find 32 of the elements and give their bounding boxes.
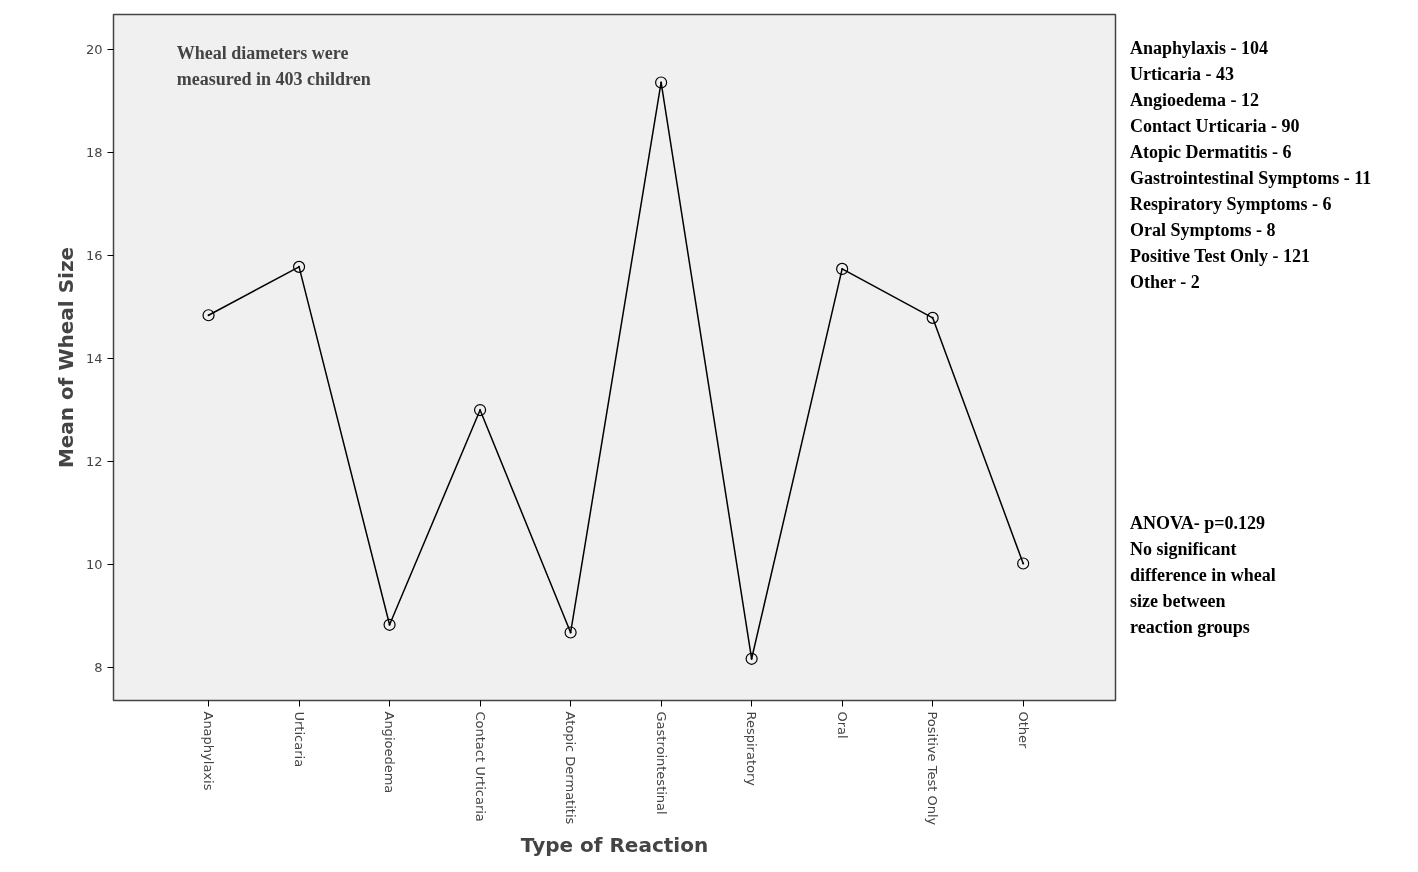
point [202, 309, 215, 322]
text: ANOVA- p=0.129 No significant difference in wheal size between reaction groups [1130, 512, 1276, 639]
x-tick-label: Atopic Dermatitis [563, 711, 579, 825]
point [473, 403, 487, 417]
x-tick-label: Angioedema [382, 711, 398, 794]
x-tick-label: Other [1015, 711, 1031, 750]
y-tick-label: 8 [94, 660, 103, 676]
point [1017, 557, 1030, 570]
x-tick-label: Gastrointestinal [653, 711, 669, 815]
x-tick-label: Oral [834, 711, 850, 739]
x-tick-label: Positive Test Only [925, 711, 941, 826]
y-tick-label: 18 [85, 145, 103, 161]
point [926, 311, 939, 324]
y-axis-title: Mean of Wheal Size [53, 246, 78, 469]
y-tick-label: 16 [85, 248, 103, 264]
x-tick-label: Respiratory [744, 711, 760, 787]
x-axis-title: Type of Reaction [520, 833, 709, 858]
point [836, 262, 849, 276]
y-tick-label: 14 [85, 351, 103, 367]
annotation: Wheal diameters were measured in 403 children [176, 42, 371, 89]
y-tick-label: 10 [85, 557, 103, 573]
point [292, 260, 306, 273]
x-tick-label: Urticaria [291, 711, 307, 768]
text: Anaphylaxis - 104 Urticaria - 43 Angioedema - 12 Contact Urticaria - 90 Atopic Dermatitis - 6 Gastrointestinal Symptoms - 11 Respiratory Symptoms - 6 Oral Symptoms - 8 Positive Test Only - 121 Other - 2 [1130, 38, 1372, 292]
y-tick-label: 12 [85, 454, 103, 470]
y-tick-label: 20 [85, 42, 103, 58]
point [745, 652, 758, 665]
x-tick-label: Anaphylaxis [201, 711, 217, 791]
x-tick-label: Contact Urticaria [472, 711, 488, 822]
point [383, 618, 396, 631]
point [655, 76, 668, 89]
point [564, 626, 577, 639]
